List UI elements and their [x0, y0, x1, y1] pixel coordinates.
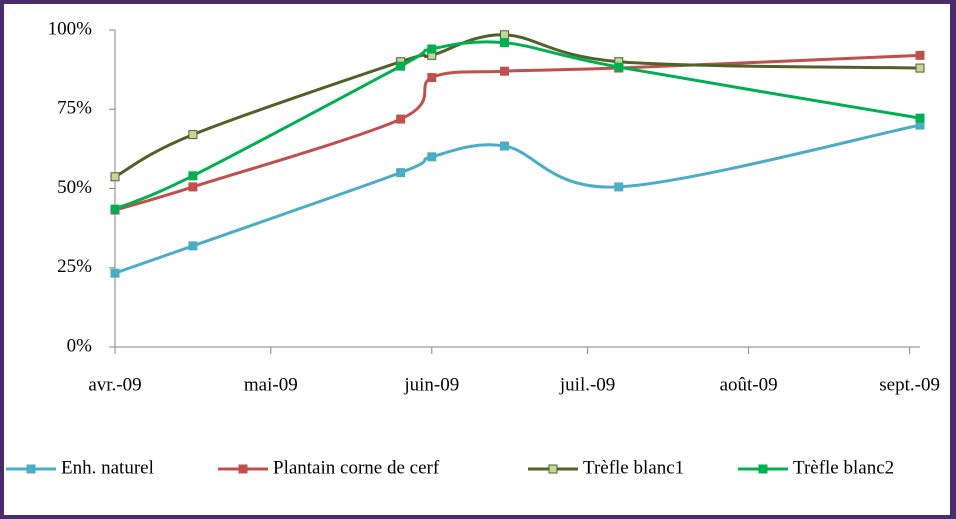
- series-marker: [915, 63, 925, 73]
- series-marker: [396, 114, 406, 124]
- x-tick-label: sept.-09: [879, 374, 940, 395]
- legend-marker: [238, 464, 248, 474]
- series-marker: [188, 130, 198, 140]
- y-tick-label: 25%: [57, 256, 92, 277]
- series-marker: [500, 38, 510, 48]
- series-marker: [110, 204, 120, 214]
- x-tick-label: mai-09: [244, 374, 298, 395]
- series-marker: [614, 182, 624, 192]
- series-line: [114, 33, 921, 179]
- series-marker: [188, 171, 198, 181]
- chart-background: [4, 4, 950, 515]
- y-tick-label: 50%: [57, 177, 92, 198]
- x-tick-label: juil.-09: [559, 374, 615, 395]
- legend-label: Plantain corne de cerf: [273, 457, 440, 478]
- series-marker: [110, 172, 120, 182]
- series-marker: [188, 241, 198, 251]
- x-tick-label: avr.-09: [88, 374, 141, 395]
- series-marker: [500, 30, 510, 40]
- series-marker: [500, 141, 510, 151]
- legend-marker: [26, 464, 36, 474]
- y-tick-label: 0%: [67, 335, 93, 356]
- series-marker: [427, 44, 437, 54]
- series-marker: [110, 268, 120, 278]
- y-tick-label: 75%: [57, 98, 92, 119]
- series-marker: [500, 66, 510, 76]
- x-tick-label: août-09: [720, 374, 778, 395]
- series-marker: [915, 50, 925, 60]
- x-tick-label: juin-09: [403, 374, 459, 395]
- legend-label: Trèfle blanc1: [583, 457, 684, 478]
- y-tick-label: 100%: [48, 18, 93, 39]
- legend-marker: [548, 464, 558, 474]
- legend-label: Enh. naturel: [61, 457, 154, 478]
- series-marker: [915, 113, 925, 123]
- series-marker: [396, 61, 406, 71]
- series-line: [114, 123, 921, 275]
- legend-label: Trèfle blanc2: [793, 457, 894, 478]
- series-marker: [427, 152, 437, 162]
- series-marker: [188, 182, 198, 192]
- series-marker: [427, 73, 437, 83]
- series-marker: [614, 62, 624, 72]
- legend-marker: [758, 464, 768, 474]
- series-marker: [396, 168, 406, 178]
